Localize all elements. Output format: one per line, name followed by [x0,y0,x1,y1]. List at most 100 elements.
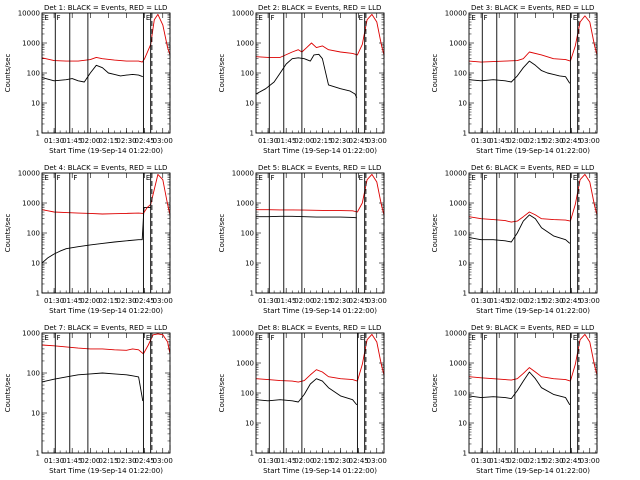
panel-title: Det 8: BLACK = Events, RED = LLD [258,324,381,332]
interval-letter-label: E [146,14,150,22]
y-tick-label: 10000 [18,170,40,178]
x-tick-label: 02:00 [80,297,100,305]
x-tick-label: 01:45 [489,457,509,465]
x-tick-label: 02:00 [507,297,527,305]
y-tick-label: 10 [458,420,467,428]
panel-title: Det 6: BLACK = Events, RED = LLD [471,164,594,172]
x-tick-label: 02:45 [562,137,582,145]
plot-frame [255,332,385,454]
lld-series-line [468,173,598,223]
x-tick-label: 01:45 [62,457,82,465]
x-tick-label: 03:00 [153,457,173,465]
x-tick-label: 02:45 [562,297,582,305]
x-tick-label: 02:30 [116,137,136,145]
y-axis-label: Counts/sec [4,374,12,413]
y-tick-label: 1000 [236,200,254,208]
interval-letter-label: F [483,14,487,22]
y-axis-label: Counts/sec [431,54,439,93]
y-tick-label: 1000 [22,40,40,48]
interval-letter-label: E [44,174,48,182]
y-tick-label: 1000 [449,40,467,48]
plot-frame [468,332,598,454]
detector-panel-1: Det 1: BLACK = Events, RED = LLD Counts/s… [4,4,173,155]
x-tick-label: 01:30 [258,457,278,465]
x-tick-label: 02:30 [330,297,350,305]
x-tick-label: 02:30 [330,137,350,145]
x-tick-label: 02:45 [562,457,582,465]
y-tick-label: 10 [31,100,40,108]
x-tick-label: 01:30 [258,297,278,305]
x-tick-label: 02:15 [525,457,545,465]
interval-letter-label: F [56,14,60,22]
x-tick-label: 01:30 [471,457,491,465]
panel-title: Det 7: BLACK = Events, RED = LLD [44,324,167,332]
events-series-line [41,64,143,83]
x-tick-label: 01:45 [276,297,296,305]
x-tick-label: 03:00 [580,457,600,465]
interval-letter-label: E [573,334,577,342]
detector-panel-6: Det 6: BLACK = Events, RED = LLD Counts/s… [431,164,600,315]
y-tick-label: 10000 [232,170,254,178]
x-tick-label: 02:15 [312,137,332,145]
x-tick-label: 02:15 [98,457,118,465]
panel-title: Det 5: BLACK = Events, RED = LLD [258,164,381,172]
detector-panel-3: Det 3: BLACK = Events, RED = LLD Counts/s… [431,4,600,155]
x-tick-label: 01:45 [489,137,509,145]
interval-letter-label: E [360,334,364,342]
lld-series-line [468,15,598,63]
x-tick-label: 01:45 [276,457,296,465]
x-tick-label: 02:15 [312,457,332,465]
lld-series-line [41,173,171,216]
x-tick-label: 02:00 [80,457,100,465]
y-tick-label: 1 [250,130,254,138]
lld-series-line [41,333,171,355]
interval-letter-label: E [359,14,363,22]
y-tick-label: 100 [241,390,254,398]
y-tick-label: 1 [250,290,254,298]
interval-letter-label: E [471,174,475,182]
interval-letter-label: E [573,174,577,182]
x-tick-label: 01:45 [489,297,509,305]
y-tick-label: 1 [250,450,254,458]
x-tick-label: 02:45 [349,457,369,465]
x-tick-label: 03:00 [367,457,387,465]
plot-frame [255,172,385,294]
y-axis-label: Counts/sec [218,214,226,253]
x-tick-label: 02:30 [116,457,136,465]
x-tick-label: 01:45 [62,137,82,145]
y-tick-label: 10000 [445,170,467,178]
y-tick-label: 10000 [445,10,467,18]
x-tick-label: 03:00 [153,137,173,145]
y-tick-label: 1000 [236,40,254,48]
y-tick-label: 1 [36,130,40,138]
x-axis-label: Start Time (19-Sep-14 01:22:00) [476,147,590,155]
events-series-line [41,372,144,402]
y-tick-label: 10 [31,410,40,418]
y-axis-label: Counts/sec [218,54,226,93]
lld-series-line [255,333,385,383]
y-tick-label: 100 [241,70,254,78]
x-tick-label: 02:15 [525,297,545,305]
events-series-line [255,378,358,406]
lld-series-line [468,333,598,382]
x-tick-label: 02:15 [98,297,118,305]
plot-frame [41,12,171,134]
x-tick-label: 03:00 [367,297,387,305]
plot-frame [468,12,598,134]
events-series-line [468,214,571,244]
x-tick-label: 02:00 [80,137,100,145]
interval-letter-label: E [471,334,475,342]
x-tick-label: 02:45 [349,297,369,305]
y-tick-label: 1000 [22,200,40,208]
detector-panel-8: Det 8: BLACK = Events, RED = LLD Counts/s… [218,324,387,475]
detector-panel-5: Det 5: BLACK = Events, RED = LLD Counts/s… [218,164,387,315]
y-tick-label: 1 [36,450,40,458]
y-tick-label: 10 [245,420,254,428]
y-tick-label: 10 [31,260,40,268]
interval-letter-label: E [146,174,150,182]
interval-letter-label: E [44,14,48,22]
x-tick-label: 02:45 [135,457,155,465]
interval-letter-label: F [56,334,60,342]
x-tick-label: 02:00 [294,137,314,145]
